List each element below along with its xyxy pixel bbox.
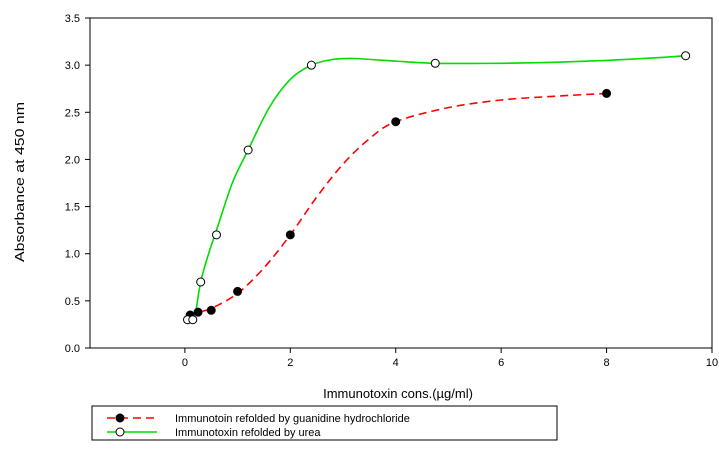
- y-axis-title: Absorbance at 450 nm: [12, 102, 27, 262]
- x-tick-label: 4: [393, 357, 399, 369]
- y-tick-label: 2.0: [65, 154, 80, 166]
- y-tick-label: 2.5: [65, 107, 80, 119]
- y-axis: 0.0 0.5 1.0 1.5 2.0 2.5 3.0 3.5: [65, 13, 90, 355]
- data-point-filled: [193, 307, 203, 317]
- data-point-open: [681, 51, 691, 61]
- data-point-filled: [206, 305, 216, 315]
- legend-swatch-marker: [115, 413, 125, 423]
- y-tick-label: 1.5: [65, 202, 80, 214]
- x-tick-label: 2: [287, 357, 293, 369]
- x-tick-label: 10: [706, 357, 718, 369]
- series-line-1: [189, 92, 607, 316]
- data-point-open: [306, 60, 316, 70]
- plot-area: [89, 17, 713, 349]
- y-tick-label: 1.0: [65, 249, 80, 261]
- data-point-filled: [391, 117, 401, 127]
- legend-label: Immunotoxin refolded by urea: [175, 427, 321, 439]
- legend-box: [91, 405, 558, 441]
- x-axis: 0 2 4 6 8 10: [182, 348, 718, 369]
- series-markers: [183, 51, 691, 325]
- legend-swatch-marker: [115, 427, 125, 437]
- data-point-filled: [285, 230, 295, 240]
- series-curves: [189, 54, 686, 316]
- data-point-open: [212, 230, 222, 240]
- y-tick-label: 0.5: [65, 296, 80, 308]
- data-point-open: [196, 277, 206, 287]
- plot-border: [89, 17, 713, 349]
- data-point-open: [430, 58, 440, 68]
- x-axis-title: Immunotoxin cons.(µg/ml): [323, 386, 473, 401]
- legend: Immunotoin refolded by guanidine hydroch…: [91, 405, 558, 441]
- data-point-filled: [233, 286, 243, 296]
- data-point-open: [243, 145, 253, 155]
- y-tick-label: 3.0: [65, 60, 80, 72]
- x-tick-label: 6: [498, 357, 504, 369]
- legend-label: Immunotoin refolded by guanidine hydroch…: [175, 413, 410, 425]
- x-tick-label: 0: [182, 357, 188, 369]
- data-point-open: [188, 315, 198, 325]
- series-line-2: [194, 54, 686, 316]
- y-tick-label: 0.0: [65, 343, 80, 355]
- y-tick-label: 3.5: [65, 13, 80, 25]
- data-point-filled: [602, 88, 612, 98]
- x-tick-label: 8: [604, 357, 610, 369]
